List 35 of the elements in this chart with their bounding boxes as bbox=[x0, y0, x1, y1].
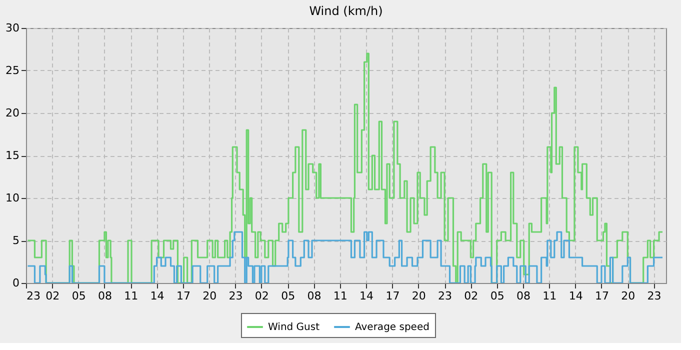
x-tick-label: 08 bbox=[516, 290, 531, 302]
x-tick-label: 05 bbox=[281, 290, 296, 302]
x-tick-label: 23 bbox=[438, 290, 452, 302]
x-tick-label: 02 bbox=[46, 290, 60, 302]
x-tick-label: 23 bbox=[647, 290, 662, 302]
x-tick-label: 17 bbox=[594, 290, 609, 302]
y-tick-label: 30 bbox=[6, 22, 20, 34]
x-tick-label: 23 bbox=[26, 290, 40, 302]
y-tick-label: 20 bbox=[6, 106, 20, 120]
x-tick-label: 17 bbox=[386, 290, 400, 302]
chart-title: Wind (km/h) bbox=[309, 4, 383, 18]
x-tick-label: 17 bbox=[176, 290, 190, 302]
x-tick-label: 08 bbox=[307, 290, 322, 302]
x-tick-label: 05 bbox=[72, 290, 86, 302]
y-tick-label: 25 bbox=[6, 64, 20, 77]
x-tick-label: 11 bbox=[542, 290, 557, 302]
x-tick-label: 14 bbox=[568, 290, 583, 302]
x-tick-label: 20 bbox=[621, 290, 636, 302]
x-tick-label: 02 bbox=[464, 290, 478, 302]
y-tick-label: 5 bbox=[12, 234, 20, 247]
x-tick-label: 11 bbox=[124, 290, 138, 302]
x-tick-label: 20 bbox=[202, 290, 217, 302]
legend-label: Average speed bbox=[355, 322, 430, 333]
x-tick-label: 11 bbox=[333, 290, 348, 302]
x-tick-label: 14 bbox=[150, 290, 164, 302]
x-tick-label: 02 bbox=[254, 290, 269, 302]
x-tick-label: 08 bbox=[98, 290, 112, 302]
x-tick-label: 14 bbox=[360, 290, 374, 302]
y-tick-label: 15 bbox=[6, 149, 20, 162]
x-tick-label: 05 bbox=[490, 290, 504, 302]
legend-label: Wind Gust bbox=[268, 322, 320, 333]
y-tick-label: 10 bbox=[6, 192, 20, 204]
x-tick-label: 23 bbox=[228, 290, 243, 302]
x-tick-label: 20 bbox=[412, 290, 426, 302]
y-tick-label: 0 bbox=[12, 276, 20, 290]
